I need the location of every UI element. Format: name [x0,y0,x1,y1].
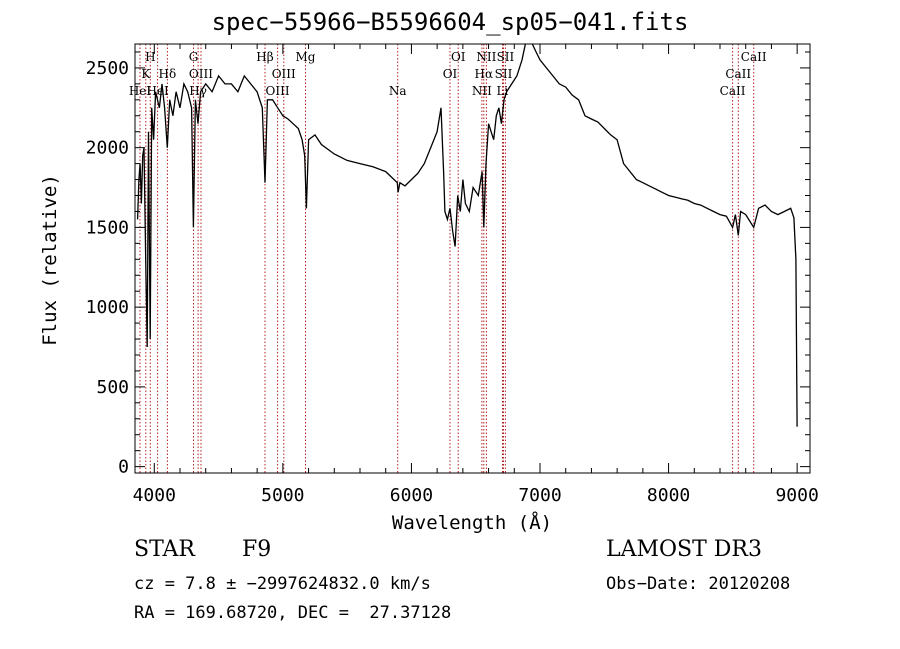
spectral-line-label: K [141,67,151,81]
redshift-readout: cz = 7.8 ± −2997624832.0 km/s [134,574,431,594]
spectral-line-label: NII [476,50,496,64]
spectral-line-label: SII [497,50,515,64]
y-tick-label: 1000 [86,297,129,318]
coordinates-readout: RA = 169.68720, DEC = 27.37128 [134,603,452,623]
survey-name: LAMOST DR3 [606,537,762,562]
x-tick-label: 4000 [133,485,176,506]
spectral-line-label: CaII [725,67,751,81]
spectrum-series [136,44,798,427]
spectral-line-label: OIII [266,84,290,98]
spectral-line-label: G [189,50,199,64]
plot-ticks: 4000 5000 6000 7000 8000 9000 0 500 1000 1500 2000… [86,44,819,506]
spectral-line-label: Hβ [256,50,273,64]
spectral-line-label: Hα [475,67,494,81]
spectral-line-label: OI [451,50,466,64]
x-tick-label: 8000 [647,485,690,506]
y-tick-label: 2000 [86,138,129,159]
spectral-line-label: Na [389,84,407,98]
spectral-line-label: CaII [720,84,746,98]
spectral-line-label: Li [497,84,509,98]
spectral-line-label: HeI [146,84,169,98]
spectral-line-label: Hγ [189,84,207,98]
y-tick-label: 0 [118,457,129,478]
spectral-line-label: SII [495,67,513,81]
plot-frame [134,43,811,474]
object-class: STAR [134,537,195,562]
x-tick-label: 9000 [775,485,818,506]
spectral-line-label: H [145,50,155,64]
spectral-line-label: Hδ [159,67,177,81]
plot-axes [134,43,811,474]
spectral-line-labels: HeIKHHeIHδGHγOIIIHβOIIIOIIIMgNaOIOINIIHα… [129,50,767,98]
spectral-line-label: OIII [272,67,296,81]
observation-date: Obs−Date: 20120208 [606,574,791,594]
x-tick-label: 5000 [261,485,304,506]
spectral-line-label: OI [443,67,458,81]
x-tick-label: 6000 [390,485,433,506]
chart-title: spec−55966−B5596604_sp05−041.fits [211,8,689,36]
y-tick-label: 500 [96,377,129,398]
y-axis-label: Flux (relative) [39,174,61,346]
x-tick-label: 7000 [518,485,561,506]
spectral-line-label: HeI [129,84,152,98]
spectral-line-label: Mg [296,50,316,64]
spectrum-line [136,44,798,427]
spectral-line-label: OIII [189,67,213,81]
spectral-line-markers [139,44,755,473]
spectral-line-label: CaII [741,50,767,64]
spectral-line-label: NII [472,84,492,98]
y-tick-label: 2500 [86,58,129,79]
spectral-subclass: F9 [242,537,272,562]
y-tick-label: 1500 [86,217,129,238]
x-axis-label: Wavelength (Å) [392,511,552,534]
